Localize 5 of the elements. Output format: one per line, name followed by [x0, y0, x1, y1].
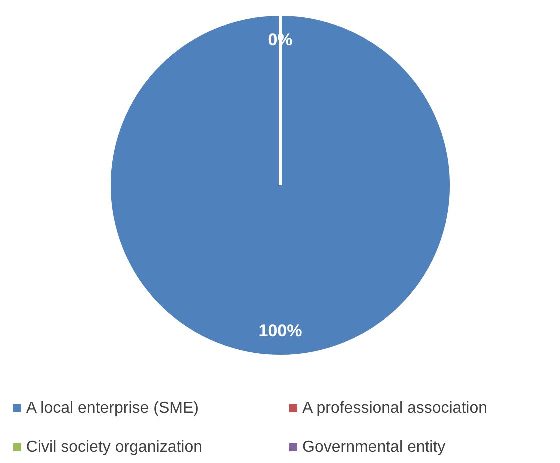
legend-label: Civil society organization: [26, 438, 203, 456]
legend-label: Governmental entity: [302, 438, 446, 456]
legend-label: A local enterprise (SME): [26, 400, 199, 417]
legend-label: A professional association: [302, 400, 488, 417]
data-label: 100%: [258, 321, 302, 340]
